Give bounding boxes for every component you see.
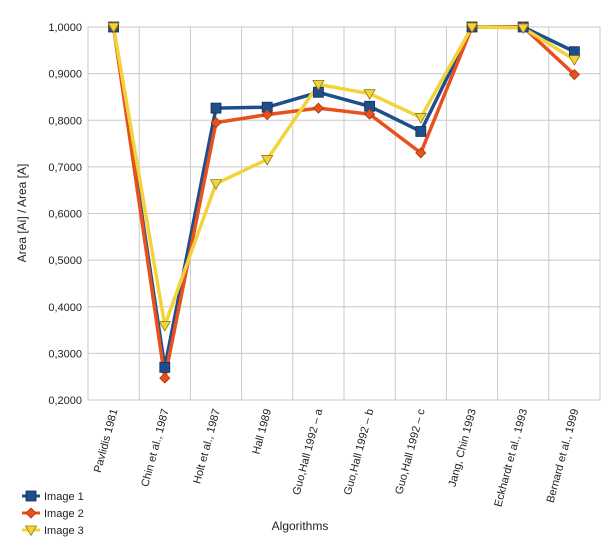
data-point-square	[569, 46, 580, 58]
data-point-triangle	[107, 22, 120, 34]
data-point-triangle	[261, 155, 274, 166]
data-point-triangle	[517, 23, 530, 35]
y-tick-label: 0,8000	[48, 115, 82, 127]
x-axis-title: Algorithms	[272, 519, 329, 533]
y-axis-ticks: 0,2000 0,3000 0,4000 0,5000 0,6000 0,7000 0,80…	[48, 22, 82, 407]
data-point-triangle	[158, 320, 171, 332]
y-axis-title: Area [Ai] / Area [A]	[15, 164, 29, 263]
series-group	[107, 21, 581, 384]
data-point-triangle	[414, 113, 427, 124]
data-point-square	[415, 126, 427, 137]
series-line	[111, 25, 576, 328]
data-point-triangle	[24, 525, 38, 537]
series-markers-image-3	[107, 22, 581, 332]
data-point-triangle	[312, 79, 325, 91]
data-point-triangle	[363, 89, 376, 100]
grid	[87, 26, 601, 401]
data-point-square	[25, 490, 37, 502]
legend-label: Image 2	[44, 508, 84, 520]
data-point-triangle	[568, 55, 581, 66]
legend-entry: Image 2	[22, 507, 84, 520]
legend-entry: Image 3	[22, 525, 84, 537]
y-tick-label: 0,9000	[48, 69, 82, 81]
y-tick-label: 0,4000	[48, 302, 82, 314]
data-point-diamond	[159, 372, 171, 384]
data-point-diamond	[364, 108, 376, 120]
legend-label: Image 1	[44, 491, 84, 503]
data-point-square	[159, 361, 171, 373]
y-tick-label: 0,5000	[48, 255, 82, 267]
data-point-diamond	[415, 147, 427, 159]
y-tick-label: 0,6000	[48, 209, 82, 221]
legend-label: Image 3	[44, 525, 84, 537]
data-point-square	[210, 102, 222, 114]
data-point-diamond	[568, 68, 580, 81]
data-point-diamond	[25, 507, 37, 519]
data-point-diamond	[312, 102, 324, 114]
y-tick-label: 0,2000	[48, 395, 82, 407]
y-tick-label: 0,3000	[48, 348, 82, 360]
y-tick-label: 1,0000	[48, 22, 82, 34]
data-point-diamond	[210, 117, 222, 129]
data-point-triangle	[465, 22, 479, 34]
data-point-diamond	[261, 109, 273, 121]
series-image-3	[111, 25, 576, 328]
data-point-triangle	[209, 179, 223, 190]
legend: Image 1 Image 2 Image 3	[22, 490, 84, 537]
y-tick-label: 0,7000	[48, 162, 82, 174]
legend-entry: Image 1	[22, 490, 84, 503]
